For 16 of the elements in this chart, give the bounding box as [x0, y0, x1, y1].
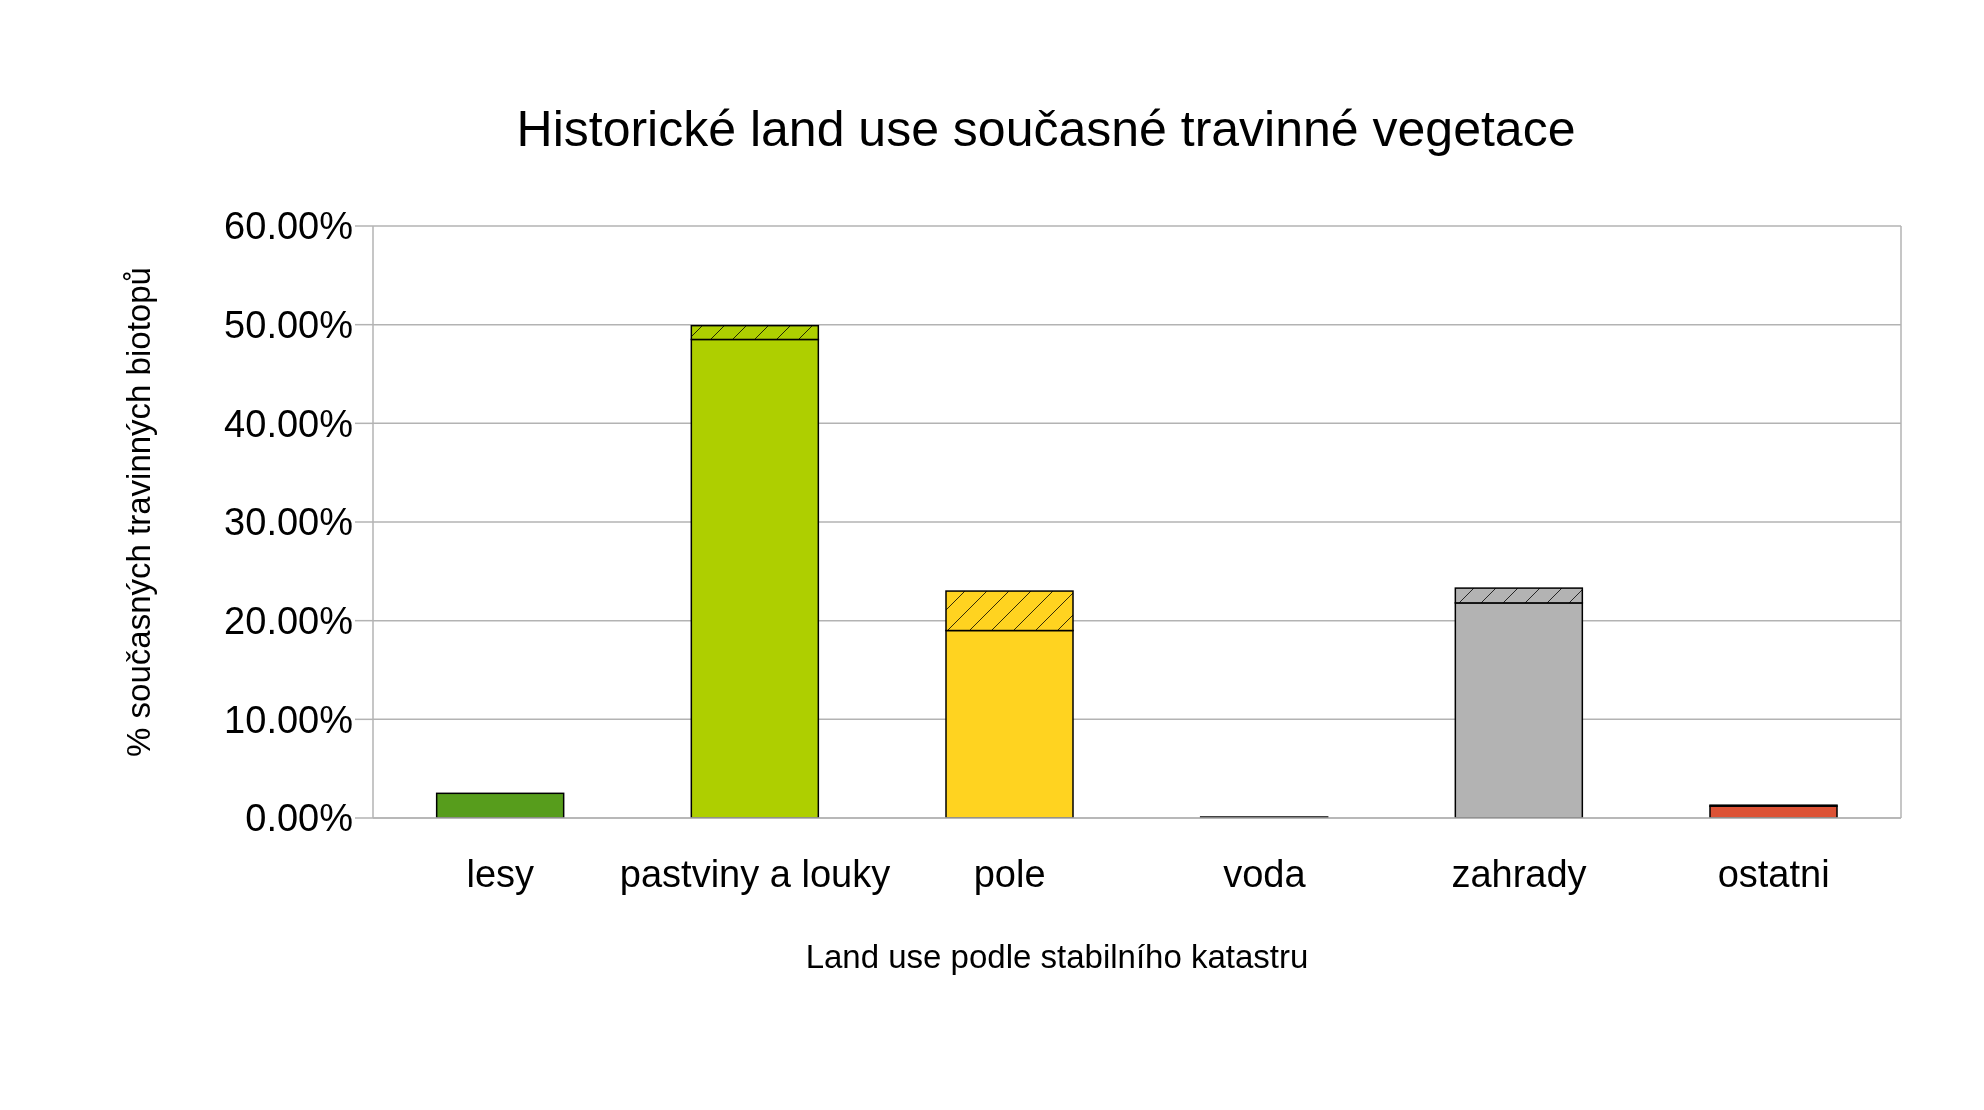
x-tick-label: voda	[1223, 852, 1307, 895]
x-tick-label: ostatni	[1717, 852, 1830, 895]
y-tick-label: 60.00%	[224, 205, 353, 248]
y-axis-title: % současných travinných biotopů	[119, 267, 157, 757]
x-tick-label: zahrady	[1451, 852, 1587, 895]
x-tick-label: pastviny a louky	[619, 852, 891, 895]
y-tick-label: 20.00%	[224, 600, 353, 643]
y-tick-label: 0.00%	[245, 797, 353, 840]
y-tick-label: 40.00%	[224, 402, 353, 445]
y-tick-label: 50.00%	[224, 304, 353, 347]
x-tick-label: lesy	[466, 852, 535, 895]
y-tick-label: 10.00%	[224, 698, 353, 741]
chart-title: Historické land use současné travinné vegetace	[515, 100, 1577, 158]
x-tick-label: pole	[973, 852, 1046, 895]
x-axis-title: Land use podle stabilního katastru	[805, 938, 1309, 975]
y-tick-label: 30.00%	[224, 501, 353, 544]
